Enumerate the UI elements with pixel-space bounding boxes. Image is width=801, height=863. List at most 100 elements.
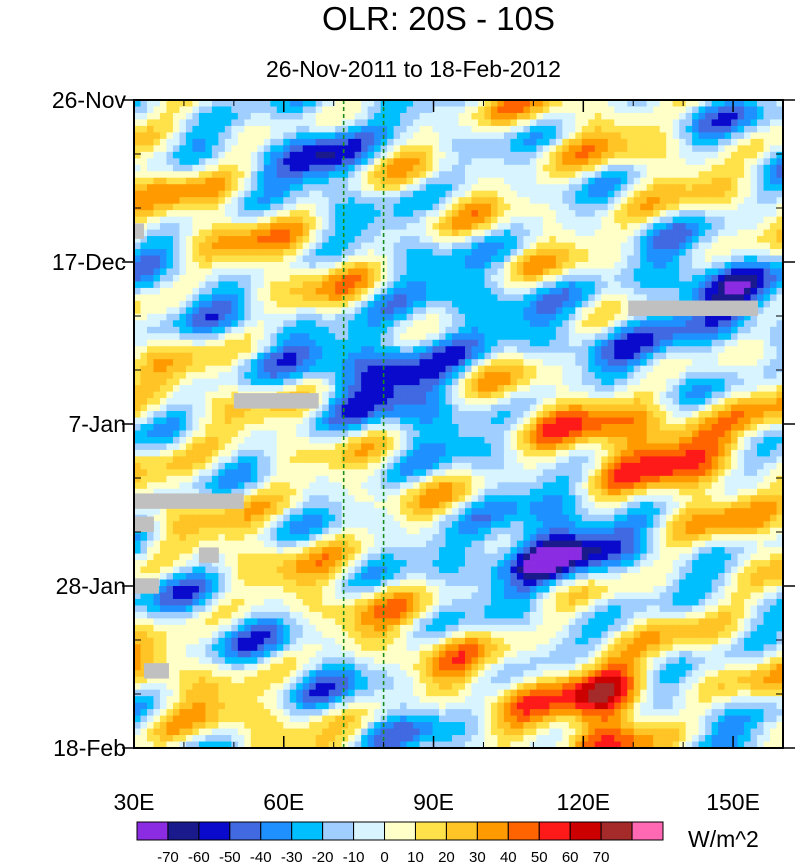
- heatmap-cell: [640, 242, 648, 250]
- heatmap-cell: [328, 268, 336, 276]
- heatmap-cell: [452, 359, 460, 367]
- heatmap-cell: [646, 398, 654, 406]
- heatmap-cell: [172, 287, 181, 295]
- heatmap-cell: [549, 268, 557, 276]
- heatmap-cell: [400, 125, 408, 133]
- heatmap-cell: [731, 164, 739, 172]
- heatmap-cell: [322, 223, 330, 231]
- heatmap-cell: [179, 294, 187, 302]
- heatmap-cell: [633, 313, 641, 321]
- heatmap-cell: [776, 210, 783, 218]
- heatmap-cell: [374, 287, 382, 295]
- heatmap-cell: [750, 398, 758, 406]
- heatmap-cell: [614, 216, 622, 224]
- heatmap-cell: [529, 210, 537, 218]
- heatmap-cell: [426, 378, 434, 386]
- heatmap-cell: [757, 125, 765, 133]
- heatmap-cell: [711, 216, 719, 224]
- heatmap-cell: [393, 210, 401, 218]
- heatmap-cell: [179, 398, 187, 406]
- heatmap-cell: [484, 216, 492, 224]
- heatmap-cell: [653, 229, 661, 237]
- heatmap-cell: [575, 333, 583, 341]
- heatmap-cell: [458, 359, 466, 367]
- heatmap-cell: [185, 333, 194, 341]
- heatmap-cell: [490, 223, 499, 231]
- heatmap-cell: [737, 132, 745, 140]
- heatmap-cell: [672, 158, 680, 166]
- heatmap-cell: [497, 411, 505, 419]
- heatmap-cell: [724, 236, 732, 244]
- heatmap-cell: [750, 281, 758, 289]
- heatmap-cell: [159, 411, 168, 419]
- heatmap-cell: [224, 151, 232, 159]
- heatmap-cell: [711, 262, 719, 270]
- heatmap-cell: [302, 203, 310, 211]
- heatmap-cell: [270, 184, 278, 192]
- heatmap-cell: [484, 300, 492, 308]
- heatmap-cell: [770, 313, 778, 321]
- heatmap-cell: [224, 125, 232, 133]
- heatmap-cell: [445, 313, 453, 321]
- heatmap-cell: [153, 417, 161, 425]
- heatmap-cell: [452, 262, 460, 270]
- heatmap-cell: [594, 281, 602, 289]
- heatmap-cell: [685, 210, 693, 218]
- heatmap-cell: [367, 119, 375, 127]
- heatmap-cell: [653, 411, 661, 419]
- heatmap-cell: [698, 125, 706, 133]
- heatmap-cell: [646, 313, 654, 321]
- heatmap-cell: [757, 190, 765, 198]
- heatmap-cell: [568, 268, 576, 276]
- heatmap-cell: [646, 177, 654, 185]
- heatmap-cell: [374, 326, 382, 334]
- heatmap-cell: [341, 287, 349, 295]
- heatmap-cell: [776, 177, 783, 185]
- heatmap-cell: [328, 177, 336, 185]
- heatmap-cell: [698, 119, 706, 127]
- heatmap-cell: [458, 313, 466, 321]
- heatmap-cell: [400, 294, 408, 302]
- heatmap-cell: [426, 171, 434, 179]
- heatmap-cell: [400, 300, 408, 308]
- heatmap-cell: [211, 125, 219, 133]
- heatmap-cell: [393, 242, 401, 250]
- heatmap-cell: [633, 242, 641, 250]
- heatmap-cell: [192, 242, 200, 250]
- heatmap-cell: [302, 119, 310, 127]
- heatmap-cell: [464, 300, 473, 308]
- heatmap-cell: [744, 249, 752, 257]
- heatmap-cell: [581, 274, 589, 283]
- heatmap-cell: [757, 262, 765, 270]
- heatmap-cell: [140, 197, 148, 205]
- heatmap-cell: [302, 359, 310, 367]
- heatmap-cell: [776, 372, 783, 380]
- heatmap-cell: [731, 236, 739, 244]
- heatmap-cell: [562, 268, 570, 276]
- heatmap-cell: [439, 398, 447, 406]
- heatmap-cell: [711, 404, 719, 412]
- heatmap-cell: [153, 171, 161, 179]
- heatmap-cell: [237, 158, 245, 166]
- heatmap-cell: [536, 119, 544, 127]
- heatmap-cell: [471, 274, 479, 283]
- heatmap-cell: [335, 378, 343, 386]
- heatmap-cell: [523, 119, 531, 127]
- heatmap-cell: [205, 190, 213, 198]
- heatmap-cell: [426, 391, 434, 399]
- heatmap-cell: [218, 177, 226, 185]
- heatmap-cell: [568, 145, 576, 153]
- heatmap-cell: [380, 145, 388, 153]
- heatmap-cell: [555, 151, 563, 159]
- heatmap-cell: [536, 236, 544, 244]
- heatmap-cell: [757, 313, 765, 321]
- heatmap-cell: [250, 333, 258, 341]
- heatmap-cell: [341, 177, 349, 185]
- heatmap-cell: [159, 100, 168, 108]
- heatmap-cell: [413, 307, 421, 315]
- heatmap-cell: [776, 145, 783, 153]
- heatmap-cell: [244, 339, 252, 347]
- heatmap-cell: [354, 385, 362, 393]
- heatmap-cell: [309, 119, 317, 127]
- heatmap-cell: [601, 171, 609, 179]
